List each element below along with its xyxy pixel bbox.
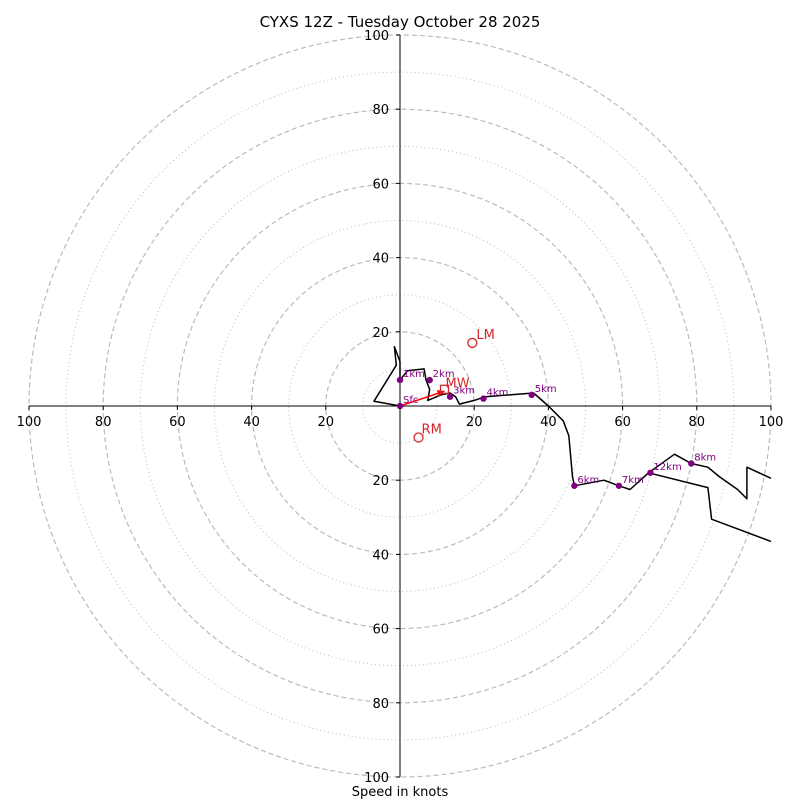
height-marker-12km — [647, 469, 654, 476]
tick-label-up80: 80 — [372, 103, 389, 118]
tick-label-right40: 40 — [540, 415, 557, 430]
height-label-6km: 6km — [577, 475, 599, 486]
height-marker-7km — [615, 482, 623, 489]
tick-label-down20: 20 — [372, 474, 389, 489]
height-label-12km: 12km — [653, 462, 681, 473]
tick-label-up60: 60 — [372, 177, 389, 192]
height-label-7km: 7km — [622, 475, 644, 486]
tick-label-up40: 40 — [372, 252, 389, 267]
shear-vector-line — [399, 390, 445, 407]
height-marker-sfc — [396, 402, 404, 410]
tick-label-right80: 80 — [689, 415, 706, 430]
tick-labels: 20 40 60 80 100 20 40 60 80 100 20 40 60 80 100 20 40 60 8… — [17, 29, 784, 786]
mean-wind-marker — [439, 384, 450, 394]
tick-label-right60: 60 — [614, 415, 631, 430]
height-marker-5km — [528, 391, 535, 399]
tick-label-left60: 60 — [169, 415, 186, 430]
height-marker-3km — [446, 393, 454, 400]
height-markers: Sfc 1km 2km 3km 4km 5km 6km 7km 12km 8km — [396, 369, 716, 489]
left-mover-marker — [467, 337, 478, 349]
tick-label-right20: 20 — [466, 415, 483, 430]
height-label-1km: 1km — [403, 369, 425, 380]
tick-label-left100: 100 — [17, 415, 42, 430]
x-axis-label: Speed in knots — [352, 785, 449, 800]
tick-label-left80: 80 — [95, 415, 112, 430]
tick-label-down100: 100 — [364, 771, 389, 786]
left-mover-label: LM — [476, 328, 494, 343]
height-marker-8km — [688, 460, 695, 467]
tick-label-down60: 60 — [372, 623, 389, 638]
chart-title: CYXS 12Z - Tuesday October 28 2025 — [260, 13, 541, 31]
tick-label-up20: 20 — [372, 326, 389, 341]
wind-trace-line-upper — [648, 472, 772, 543]
right-mover-marker — [413, 432, 424, 443]
mean-wind-label: MW — [446, 376, 470, 391]
tick-label-right100: 100 — [759, 415, 784, 430]
height-marker-6km — [571, 482, 578, 489]
height-marker-1km — [396, 376, 404, 384]
height-label-5km: 5km — [535, 384, 557, 395]
tick-label-left20: 20 — [318, 415, 335, 430]
tick-label-down80: 80 — [372, 697, 389, 712]
height-label-4km: 4km — [486, 388, 508, 399]
right-mover-label: RM — [422, 423, 442, 438]
storm-motion: LM RM MW — [413, 328, 495, 443]
height-label-2km: 2km — [433, 369, 455, 380]
tick-label-left40: 40 — [243, 415, 260, 430]
height-label-sfc: Sfc — [403, 395, 418, 406]
height-label-3km: 3km — [453, 386, 475, 397]
height-marker-4km — [480, 395, 487, 402]
tick-label-down40: 40 — [372, 548, 389, 563]
tick-label-up100: 100 — [364, 29, 389, 44]
height-label-8km: 8km — [694, 453, 716, 464]
height-marker-2km — [426, 376, 433, 384]
